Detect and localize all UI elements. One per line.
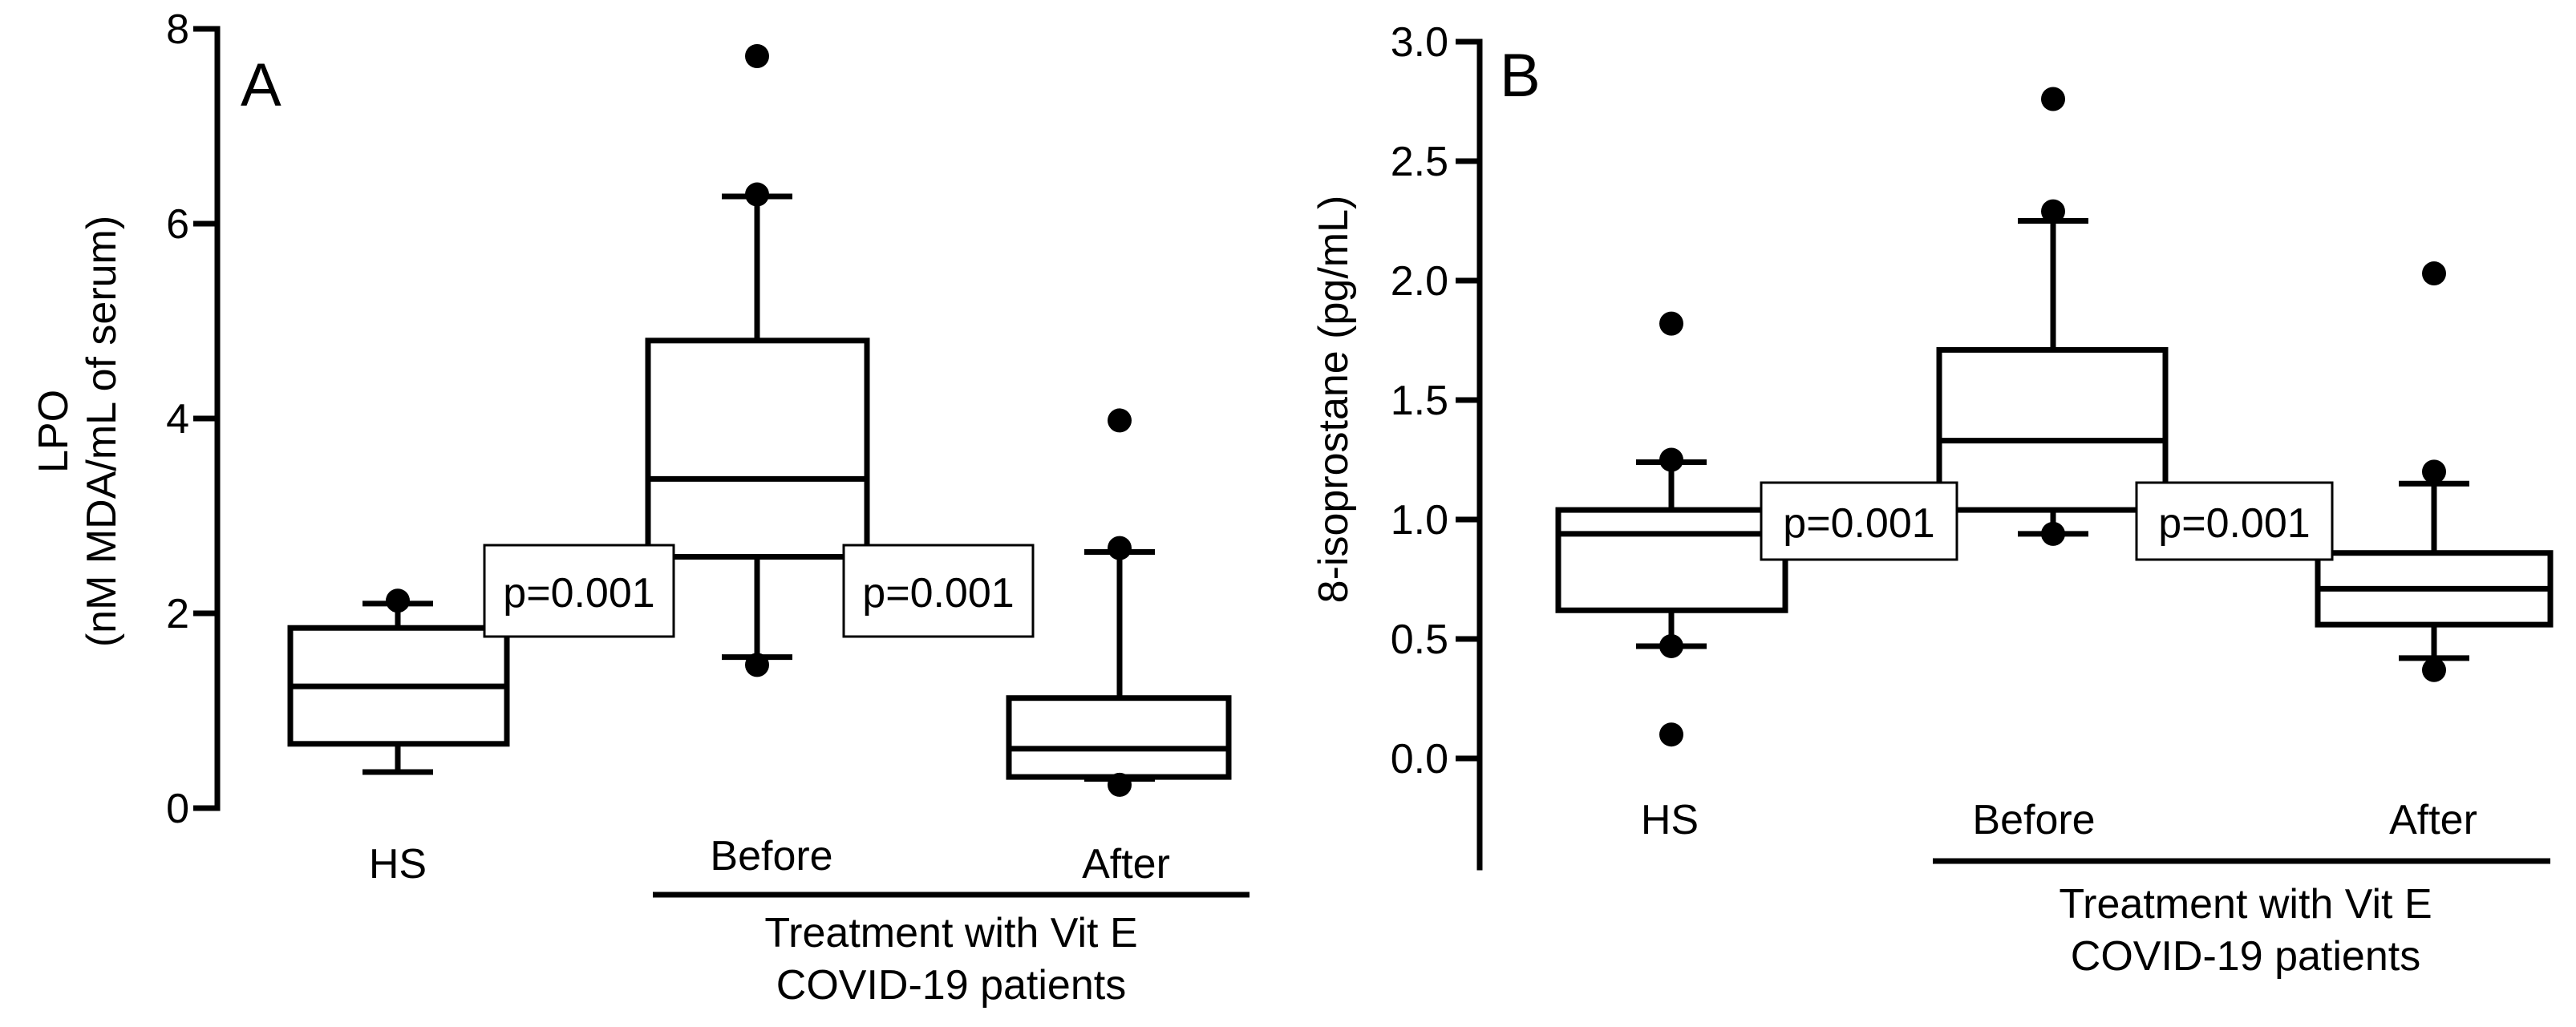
y-tick-label-b-2: 1.0 [1391,497,1448,544]
panel-label-a: A [241,51,281,119]
p-value-box-a-1: p=0.001 [483,544,675,638]
box-b-after [2315,261,2554,682]
outlier-point-2 [2422,261,2446,286]
outlier-point-0 [745,653,769,677]
iqr-box [1006,695,1232,780]
outlier-point-0 [2041,521,2065,546]
boxes-a [287,44,1232,797]
outlier-point-1 [2041,199,2065,224]
outlier-point-0 [1108,772,1132,797]
outlier-point-2 [745,44,769,69]
y-tick-label-b-1: 0.5 [1391,617,1448,663]
y-tick-label-a-0: 0 [166,786,189,832]
p-value-box-a-2: p=0.001 [842,544,1035,638]
y-axis-title-b: 8-isoprostane (pg/mL) [1310,196,1357,604]
outlier-point-3 [1659,311,1683,336]
panel-b: B 8-isoprostane (pg/mL) HS Before After … [1310,38,2554,980]
outlier-point-2 [1108,408,1132,433]
outlier-point-2 [2041,87,2065,111]
y-tick-label-a-3: 6 [166,201,189,248]
y-tick-label-b-5: 2.5 [1391,139,1448,185]
category-label-after-b: After [2389,797,2477,843]
outlier-point-1 [2422,459,2446,484]
outlier-point-1 [745,182,769,207]
outlier-point-2 [1659,447,1683,472]
y-tick-label-a-1: 2 [166,591,189,637]
category-label-before-a: Before [710,833,832,879]
panel-label-b: B [1500,42,1541,110]
panel-a: A LPO (nM MDA/mL of serum) HS Before Aft… [30,26,1250,1009]
y-axis-title-a-line1: LPO [30,390,77,473]
group-label-a-line1: Treatment with Vit E [764,910,1137,956]
y-tick-label-b-6: 3.0 [1391,19,1448,66]
box-a-hs [287,588,510,775]
y-tick-label-a-4: 8 [166,6,189,53]
box-b-before [1936,87,2169,546]
p-value-box-b-2: p=0.001 [2135,481,2334,561]
outlier-point-1 [1659,633,1683,658]
box-b-hs [1555,311,1788,747]
outlier-point-0 [386,588,410,613]
category-label-hs-a: HS [369,841,427,888]
outlier-point-0 [1659,722,1683,747]
box-a-before [645,44,870,677]
boxes-b [1555,87,2554,747]
group-label-b-line1: Treatment with Vit E [2059,881,2432,928]
y-tick-label-b-0: 0.0 [1391,736,1448,782]
p-value-text-b-1: p=0.001 [1783,500,1934,547]
category-label-hs-b: HS [1641,797,1699,843]
p-value-text-a-2: p=0.001 [862,570,1014,617]
y-ticks-a: 0 2 4 6 8 [166,6,217,832]
iqr-box [1555,507,1788,613]
outlier-point-0 [2422,657,2446,682]
category-labels-b: HS Before After [1641,797,2477,843]
y-tick-label-a-2: 4 [166,396,189,443]
group-label-a-line2: COVID-19 patients [776,962,1126,1009]
p-value-text-a-1: p=0.001 [503,570,654,617]
group-label-b-line2: COVID-19 patients [2071,933,2420,980]
y-axis-title-a-line2: (nM MDA/mL of serum) [79,216,125,647]
p-value-text-b-2: p=0.001 [2158,500,2310,547]
y-tick-label-b-3: 1.5 [1391,378,1448,424]
iqr-box [645,338,870,560]
category-labels-a: HS Before After [369,833,1170,888]
y-ticks-b: 0.0 0.5 1.0 1.5 2.0 2.5 3.0 [1391,19,1480,782]
p-value-box-b-1: p=0.001 [1760,481,1958,561]
box-a-after [1006,408,1232,797]
category-label-after-a: After [1082,841,1170,888]
category-label-before-b: Before [1972,797,2095,843]
outlier-point-1 [1108,536,1132,560]
y-tick-label-b-4: 2.0 [1391,258,1448,305]
iqr-box [1936,346,2169,513]
